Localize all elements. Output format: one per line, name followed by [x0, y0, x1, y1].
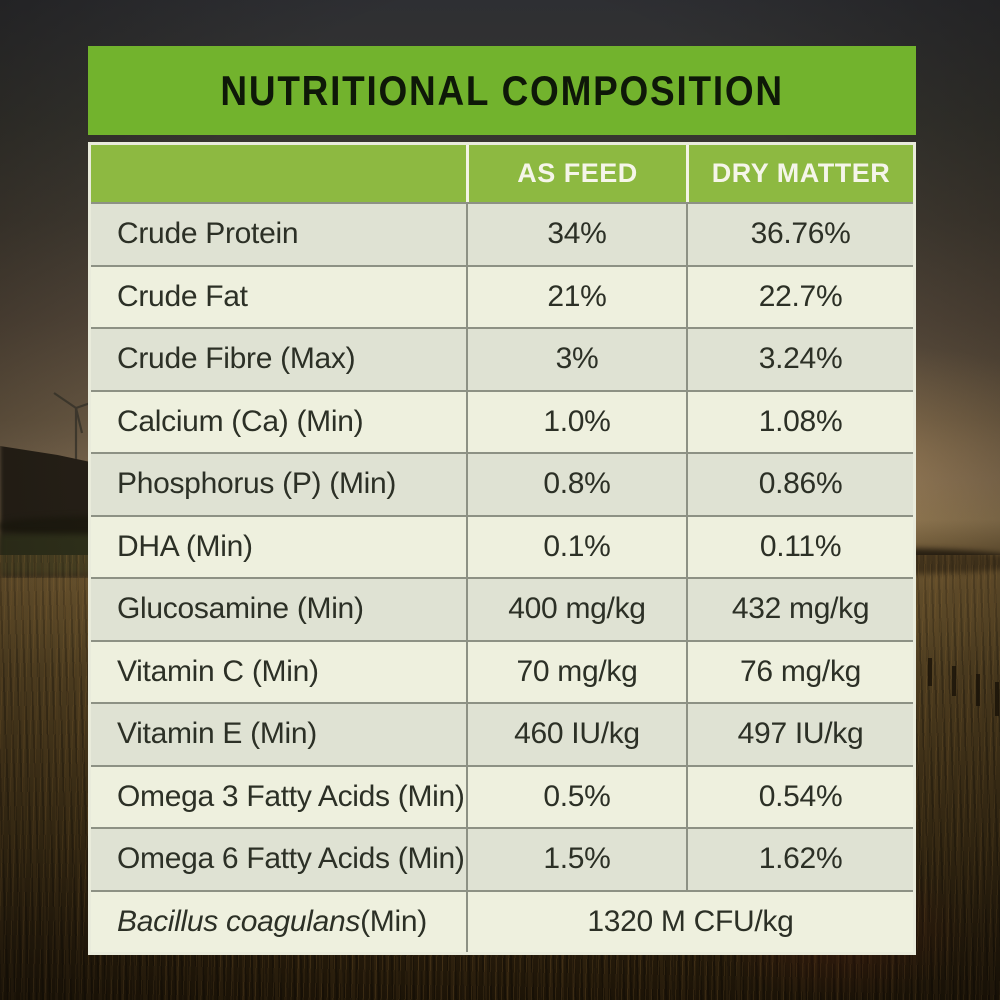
row-label: Crude Protein [91, 202, 466, 265]
row-value-as-feed: 70 mg/kg [465, 639, 687, 702]
row-label: Phosphorus (P) (Min) [91, 452, 466, 515]
row-value-dry-matter: 76 mg/kg [686, 639, 913, 702]
row-value-as-feed: 34% [465, 202, 687, 265]
row-label: Vitamin C (Min) [91, 639, 466, 703]
row-value-dry-matter: 432 mg/kg [686, 577, 913, 640]
table-row: Vitamin C (Min) 70 mg/kg 76 mg/kg [91, 639, 913, 703]
row-value-dry-matter: 497 IU/kg [686, 702, 913, 765]
row-label: Omega 3 Fatty Acids (Min) [91, 764, 466, 828]
row-value-as-feed: 3% [465, 327, 687, 390]
fence-posts [928, 658, 999, 716]
row-value-dry-matter: 22.7% [686, 264, 913, 327]
table-row: Omega 3 Fatty Acids (Min) 0.5% 0.54% [91, 764, 913, 828]
table-row: DHA (Min) 0.1% 0.11% [91, 514, 913, 578]
table-row: Crude Fat 21% 22.7% [91, 264, 913, 328]
row-value-dry-matter: 0.86% [686, 452, 913, 515]
row-label: DHA (Min) [91, 514, 466, 578]
table-row: Vitamin E (Min) 460 IU/kg 497 IU/kg [91, 702, 913, 765]
row-value-as-feed: 0.5% [465, 764, 687, 827]
column-header-as-feed: AS FEED [465, 145, 686, 202]
row-value-as-feed: 400 mg/kg [465, 577, 687, 640]
row-label: Omega 6 Fatty Acids (Min) [91, 827, 466, 890]
row-value-dry-matter: 1.62% [686, 827, 913, 890]
row-label: Crude Fat [91, 264, 466, 328]
nutrition-table: AS FEED DRY MATTER Crude Protein 34% 36.… [88, 142, 916, 955]
row-value-as-feed: 1.5% [465, 827, 687, 890]
row-label: Vitamin E (Min) [91, 702, 466, 765]
row-label: Bacillus coagulans (Min) [91, 889, 466, 953]
table-row: Glucosamine (Min) 400 mg/kg 432 mg/kg [91, 577, 913, 640]
row-label: Crude Fibre (Max) [91, 327, 466, 390]
table-row-bacillus-coagulans: Bacillus coagulans (Min) 1320 M CFU/kg [91, 889, 913, 953]
wind-turbine-icon [53, 392, 100, 459]
row-value-as-feed: 21% [465, 264, 687, 327]
row-value-as-feed: 460 IU/kg [465, 702, 687, 765]
table-body: Crude Protein 34% 36.76% Crude Fat 21% 2… [91, 202, 913, 890]
table-header-row: AS FEED DRY MATTER [91, 145, 913, 202]
column-header-dry-matter: DRY MATTER [686, 145, 913, 202]
row-label: Glucosamine (Min) [91, 577, 466, 640]
row-value-dry-matter: 1.08% [686, 389, 913, 452]
panel-title: NUTRITIONAL COMPOSITION [220, 66, 784, 114]
row-value-dry-matter: 3.24% [686, 327, 913, 390]
row-label: Calcium (Ca) (Min) [91, 389, 466, 453]
table-row: Crude Fibre (Max) 3% 3.24% [91, 327, 913, 390]
row-value-as-feed: 0.8% [465, 452, 687, 515]
table-row: Omega 6 Fatty Acids (Min) 1.5% 1.62% [91, 827, 913, 890]
row-value-as-feed: 1.0% [465, 389, 687, 452]
panel-title-bar: NUTRITIONAL COMPOSITION [88, 46, 916, 135]
row-label-italic: Bacillus coagulans [117, 904, 361, 938]
row-value-dry-matter: 0.54% [686, 764, 913, 827]
row-value-as-feed: 0.1% [465, 514, 687, 577]
row-value-merged: 1320 M CFU/kg [465, 889, 913, 952]
table-row: Phosphorus (P) (Min) 0.8% 0.86% [91, 452, 913, 515]
table-row: Calcium (Ca) (Min) 1.0% 1.08% [91, 389, 913, 453]
table-row: Crude Protein 34% 36.76% [91, 202, 913, 265]
row-value-dry-matter: 0.11% [686, 514, 913, 577]
row-label-suffix: (Min) [360, 904, 427, 938]
column-header-blank [91, 145, 466, 202]
row-value-dry-matter: 36.76% [686, 202, 913, 265]
nutrition-panel: NUTRITIONAL COMPOSITION AS FEED DRY MATT… [88, 46, 916, 955]
